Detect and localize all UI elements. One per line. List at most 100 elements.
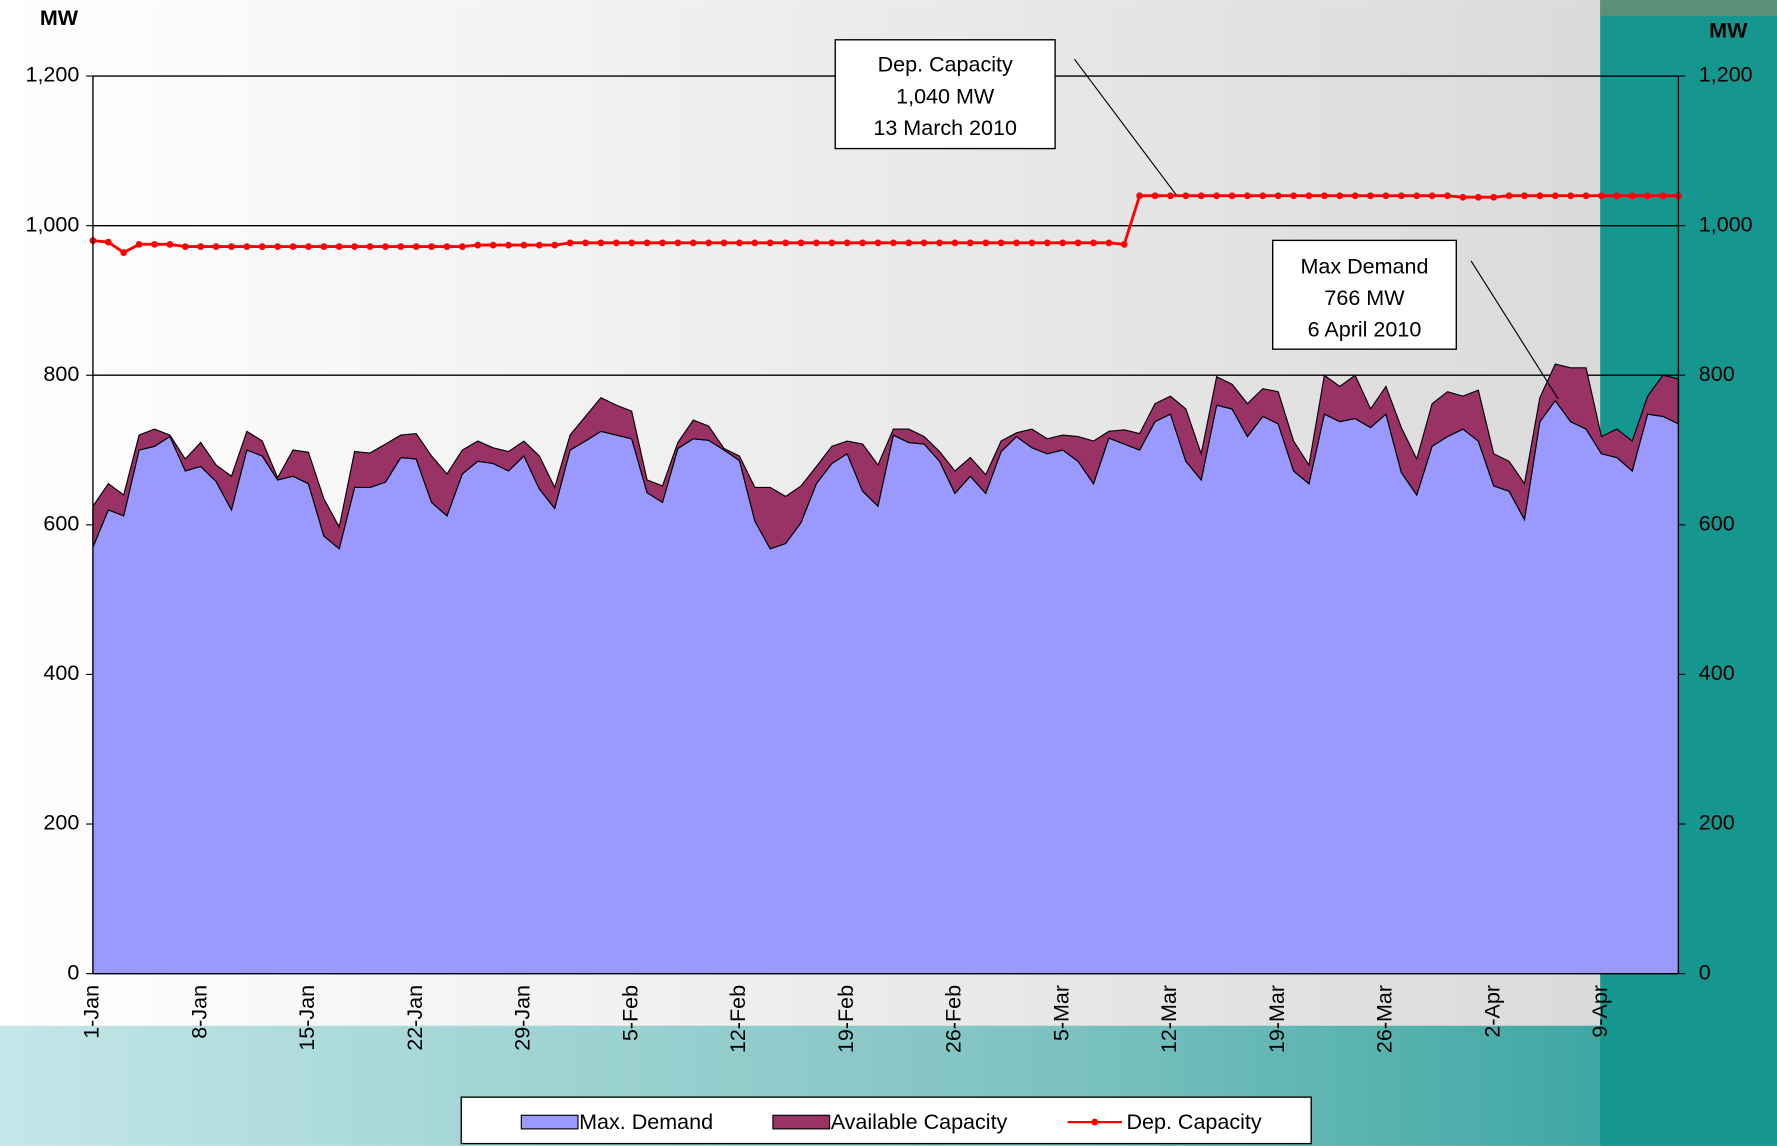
line-point (1228, 192, 1236, 200)
line-point (1382, 192, 1390, 200)
line-point (305, 243, 312, 250)
line-point (874, 239, 882, 247)
line-point (520, 241, 528, 249)
line-point (474, 241, 482, 249)
x-tick-label: 26-Feb (942, 985, 966, 1053)
y-tick-label: 400 (43, 661, 79, 685)
plot (89, 192, 1682, 975)
legend-label: Available Capacity (831, 1110, 1008, 1134)
x-tick-label: 19-Feb (834, 985, 858, 1053)
line-point (1459, 193, 1467, 201)
line-point (1490, 193, 1498, 201)
annotation: Max Demand 766 MW 6 April 2010 (1272, 239, 1559, 400)
line-point (428, 243, 435, 250)
annotation-text: Dep. Capacity (878, 53, 1013, 77)
x-tick-label: 15-Jan (295, 985, 319, 1051)
x-tick-label: 22-Jan (403, 985, 427, 1051)
annotation-box (834, 39, 1056, 150)
line-point (197, 243, 205, 250)
x-tick-label: 5-Mar (1049, 985, 1073, 1041)
line-point (797, 239, 805, 247)
line-point (782, 239, 790, 247)
line-point (243, 243, 251, 250)
line-point (1013, 239, 1020, 247)
line-point (1367, 192, 1374, 200)
line-point (1197, 192, 1205, 200)
annotation-text: 1,040 MW (896, 84, 995, 108)
annotation: Dep. Capacity 1,040 MW 13 March 2010 (834, 39, 1177, 196)
line-point (720, 239, 728, 247)
annotation-text: 13 March 2010 (873, 116, 1017, 140)
line-point (643, 239, 651, 247)
legend-swatch (1091, 1118, 1099, 1126)
y2-tick-label: 400 (1699, 661, 1735, 685)
line-point (1105, 239, 1113, 247)
line-point (1259, 192, 1267, 200)
line-point (505, 241, 512, 249)
line-point (1659, 192, 1667, 200)
line-point (1074, 239, 1082, 247)
line-point (335, 243, 343, 250)
line-point (1551, 192, 1559, 200)
line-point (1444, 192, 1451, 200)
legend-swatch (772, 1114, 831, 1130)
annotation-text: 6 April 2010 (1308, 318, 1422, 342)
line-point (566, 239, 574, 247)
line-point (1413, 192, 1421, 200)
line-point (705, 239, 713, 247)
line-point (628, 239, 636, 247)
line-point (1521, 192, 1528, 200)
x-tick-label: 29-Jan (511, 985, 535, 1051)
x-tick-label: 1-Jan (80, 985, 104, 1039)
line-point (736, 239, 743, 247)
line-point (859, 239, 866, 247)
y-tick-label: 800 (43, 362, 79, 386)
y2-tick-label: 200 (1699, 811, 1735, 835)
y-tick-label: 200 (43, 811, 79, 835)
line-point (1428, 192, 1436, 200)
line-point (1120, 240, 1128, 248)
line-point (1474, 193, 1482, 201)
line-point (381, 243, 389, 250)
line-point (1567, 192, 1575, 200)
line-point (228, 243, 235, 250)
line-point (412, 243, 420, 250)
line-point (166, 240, 174, 248)
legend: Max. Demand Available Capacity Dep. Capaci… (460, 1096, 1312, 1145)
line-point (843, 239, 851, 247)
line-point (597, 239, 605, 247)
line-point (828, 239, 836, 247)
y2-tick-label: 800 (1699, 362, 1735, 386)
line-point (489, 241, 497, 249)
axes: 0 200 400 600 800 1,000 1,200 0 200 400 600 800 1,00… (25, 63, 1752, 1053)
line-point (258, 243, 266, 250)
line-point (1536, 192, 1544, 200)
line-point (1167, 192, 1174, 200)
x-tick-label: 2-Apr (1480, 985, 1504, 1038)
line-point (135, 240, 143, 248)
x-tick-label: 19-Mar (1265, 985, 1289, 1053)
line-point (551, 241, 559, 249)
line-point (612, 239, 620, 247)
line-point (582, 239, 589, 247)
line-point (1244, 192, 1251, 200)
line-point (1320, 192, 1328, 200)
line-point (1305, 192, 1313, 200)
line-point (104, 238, 112, 246)
y2-axis-label: MW (1709, 19, 1748, 43)
x-tick-label: 9-Apr (1588, 985, 1612, 1038)
line-point (212, 243, 220, 250)
line-point (1028, 239, 1036, 247)
line-point (274, 243, 282, 250)
leader-line (1470, 260, 1559, 400)
line-point (1213, 192, 1221, 200)
legend-box (460, 1096, 1312, 1145)
legend-label: Dep. Capacity (1126, 1110, 1261, 1134)
x-tick-label: 12-Feb (726, 985, 750, 1053)
line-point (1397, 192, 1405, 200)
line-point (982, 239, 990, 247)
legend-swatch (520, 1114, 579, 1130)
line-point (812, 239, 820, 247)
